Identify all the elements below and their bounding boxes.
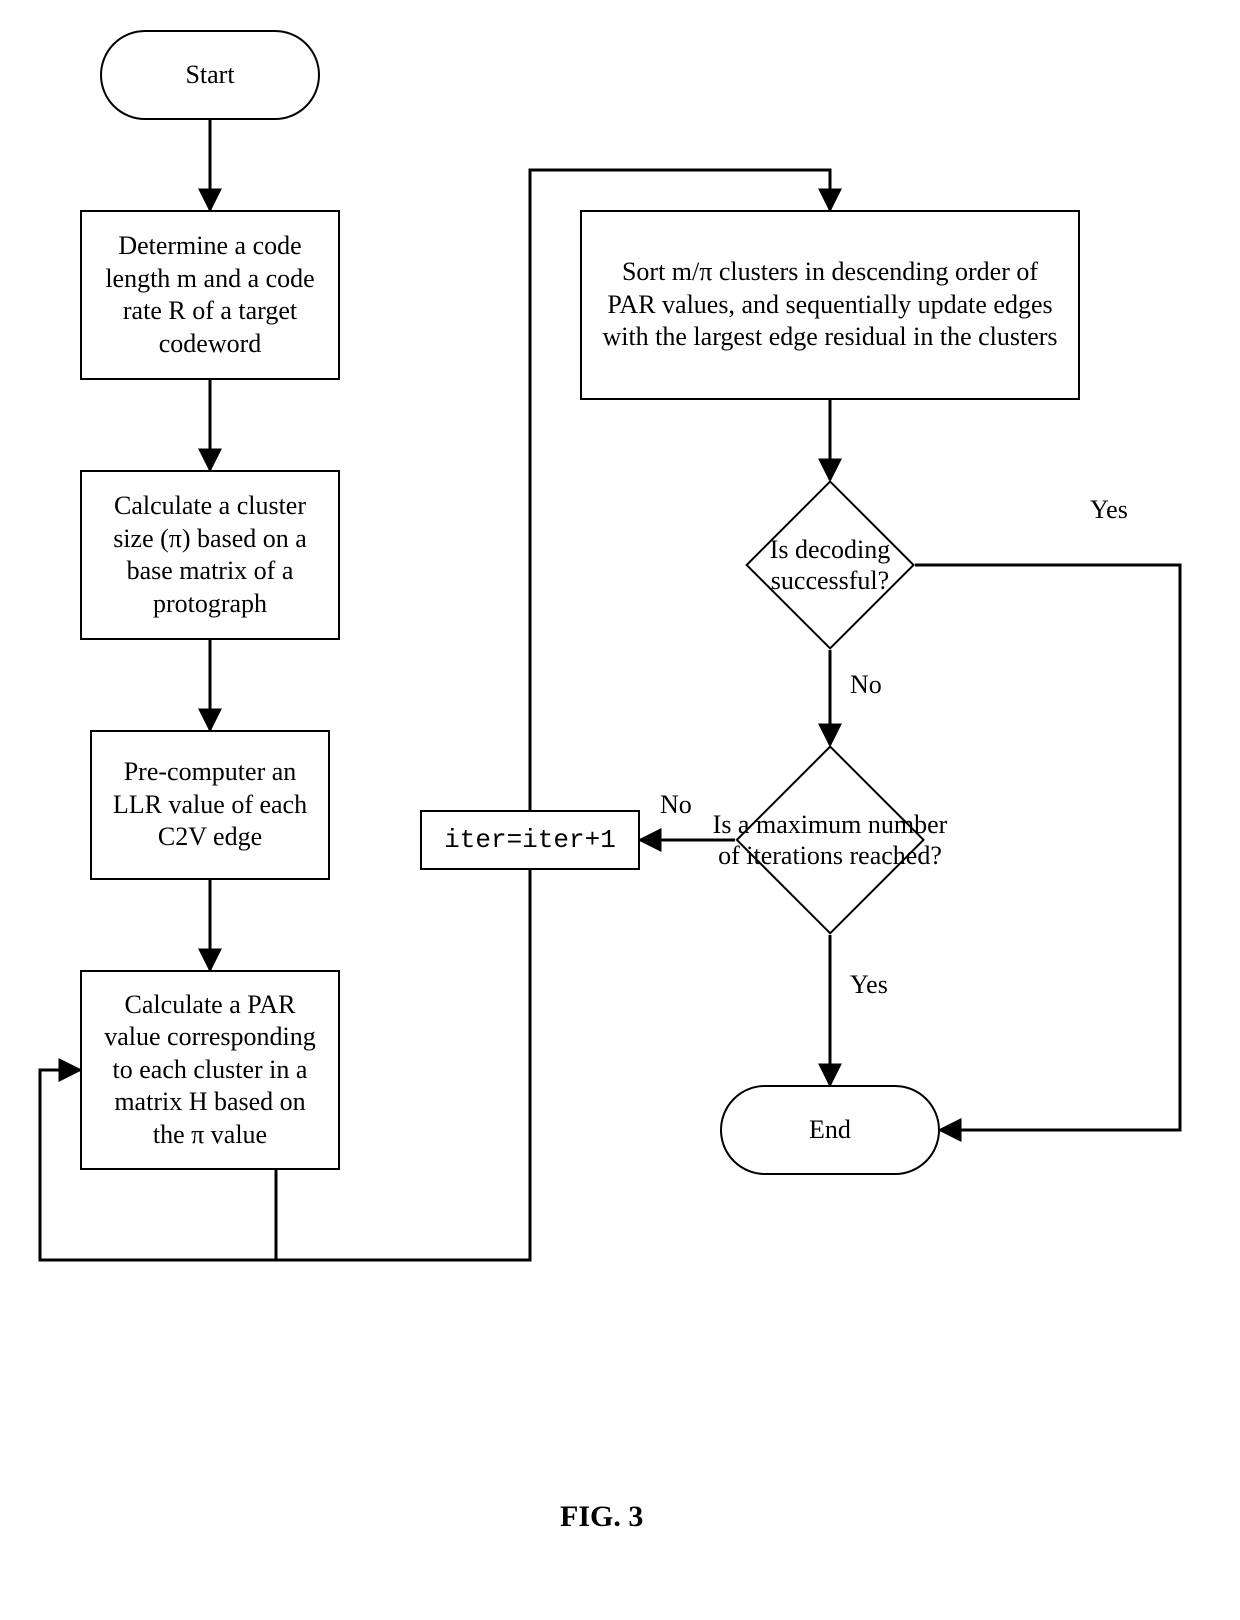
process-label: iter=iter+1 <box>444 824 616 857</box>
start-node: Start <box>100 30 320 120</box>
edge-label-no: No <box>850 670 882 700</box>
process-precompute-llr: Pre-computer an LLR value of each C2V ed… <box>90 730 330 880</box>
end-label: End <box>809 1114 851 1147</box>
process-label: Calculate a PAR value corresponding to e… <box>96 989 324 1152</box>
process-iter-increment: iter=iter+1 <box>420 810 640 870</box>
end-node: End <box>720 1085 940 1175</box>
process-label: Calculate a cluster size (π) based on a … <box>96 490 324 620</box>
process-cluster-size: Calculate a cluster size (π) based on a … <box>80 470 340 640</box>
edge-label-yes: Yes <box>1090 495 1128 525</box>
process-determine-code: Determine a code length m and a code rat… <box>80 210 340 380</box>
edge-label-no: No <box>660 790 692 820</box>
edge-label-yes: Yes <box>850 970 888 1000</box>
start-label: Start <box>185 59 234 92</box>
process-sort-clusters: Sort m/π clusters in descending order of… <box>580 210 1080 400</box>
process-label: Sort m/π clusters in descending order of… <box>596 256 1064 354</box>
decision-label: Is a maximum number of iterations reache… <box>700 770 960 910</box>
process-label: Determine a code length m and a code rat… <box>96 230 324 360</box>
decision-max-iterations: Is a maximum number of iterations reache… <box>735 745 925 935</box>
process-calculate-par: Calculate a PAR value corresponding to e… <box>80 970 340 1170</box>
figure-caption: FIG. 3 <box>560 1500 643 1534</box>
decision-label: Is decoding successful? <box>720 515 940 615</box>
flowchart-canvas: Start Determine a code length m and a co… <box>0 0 1240 1620</box>
decision-decoding-successful: Is decoding successful? <box>745 480 915 650</box>
process-label: Pre-computer an LLR value of each C2V ed… <box>106 756 314 854</box>
